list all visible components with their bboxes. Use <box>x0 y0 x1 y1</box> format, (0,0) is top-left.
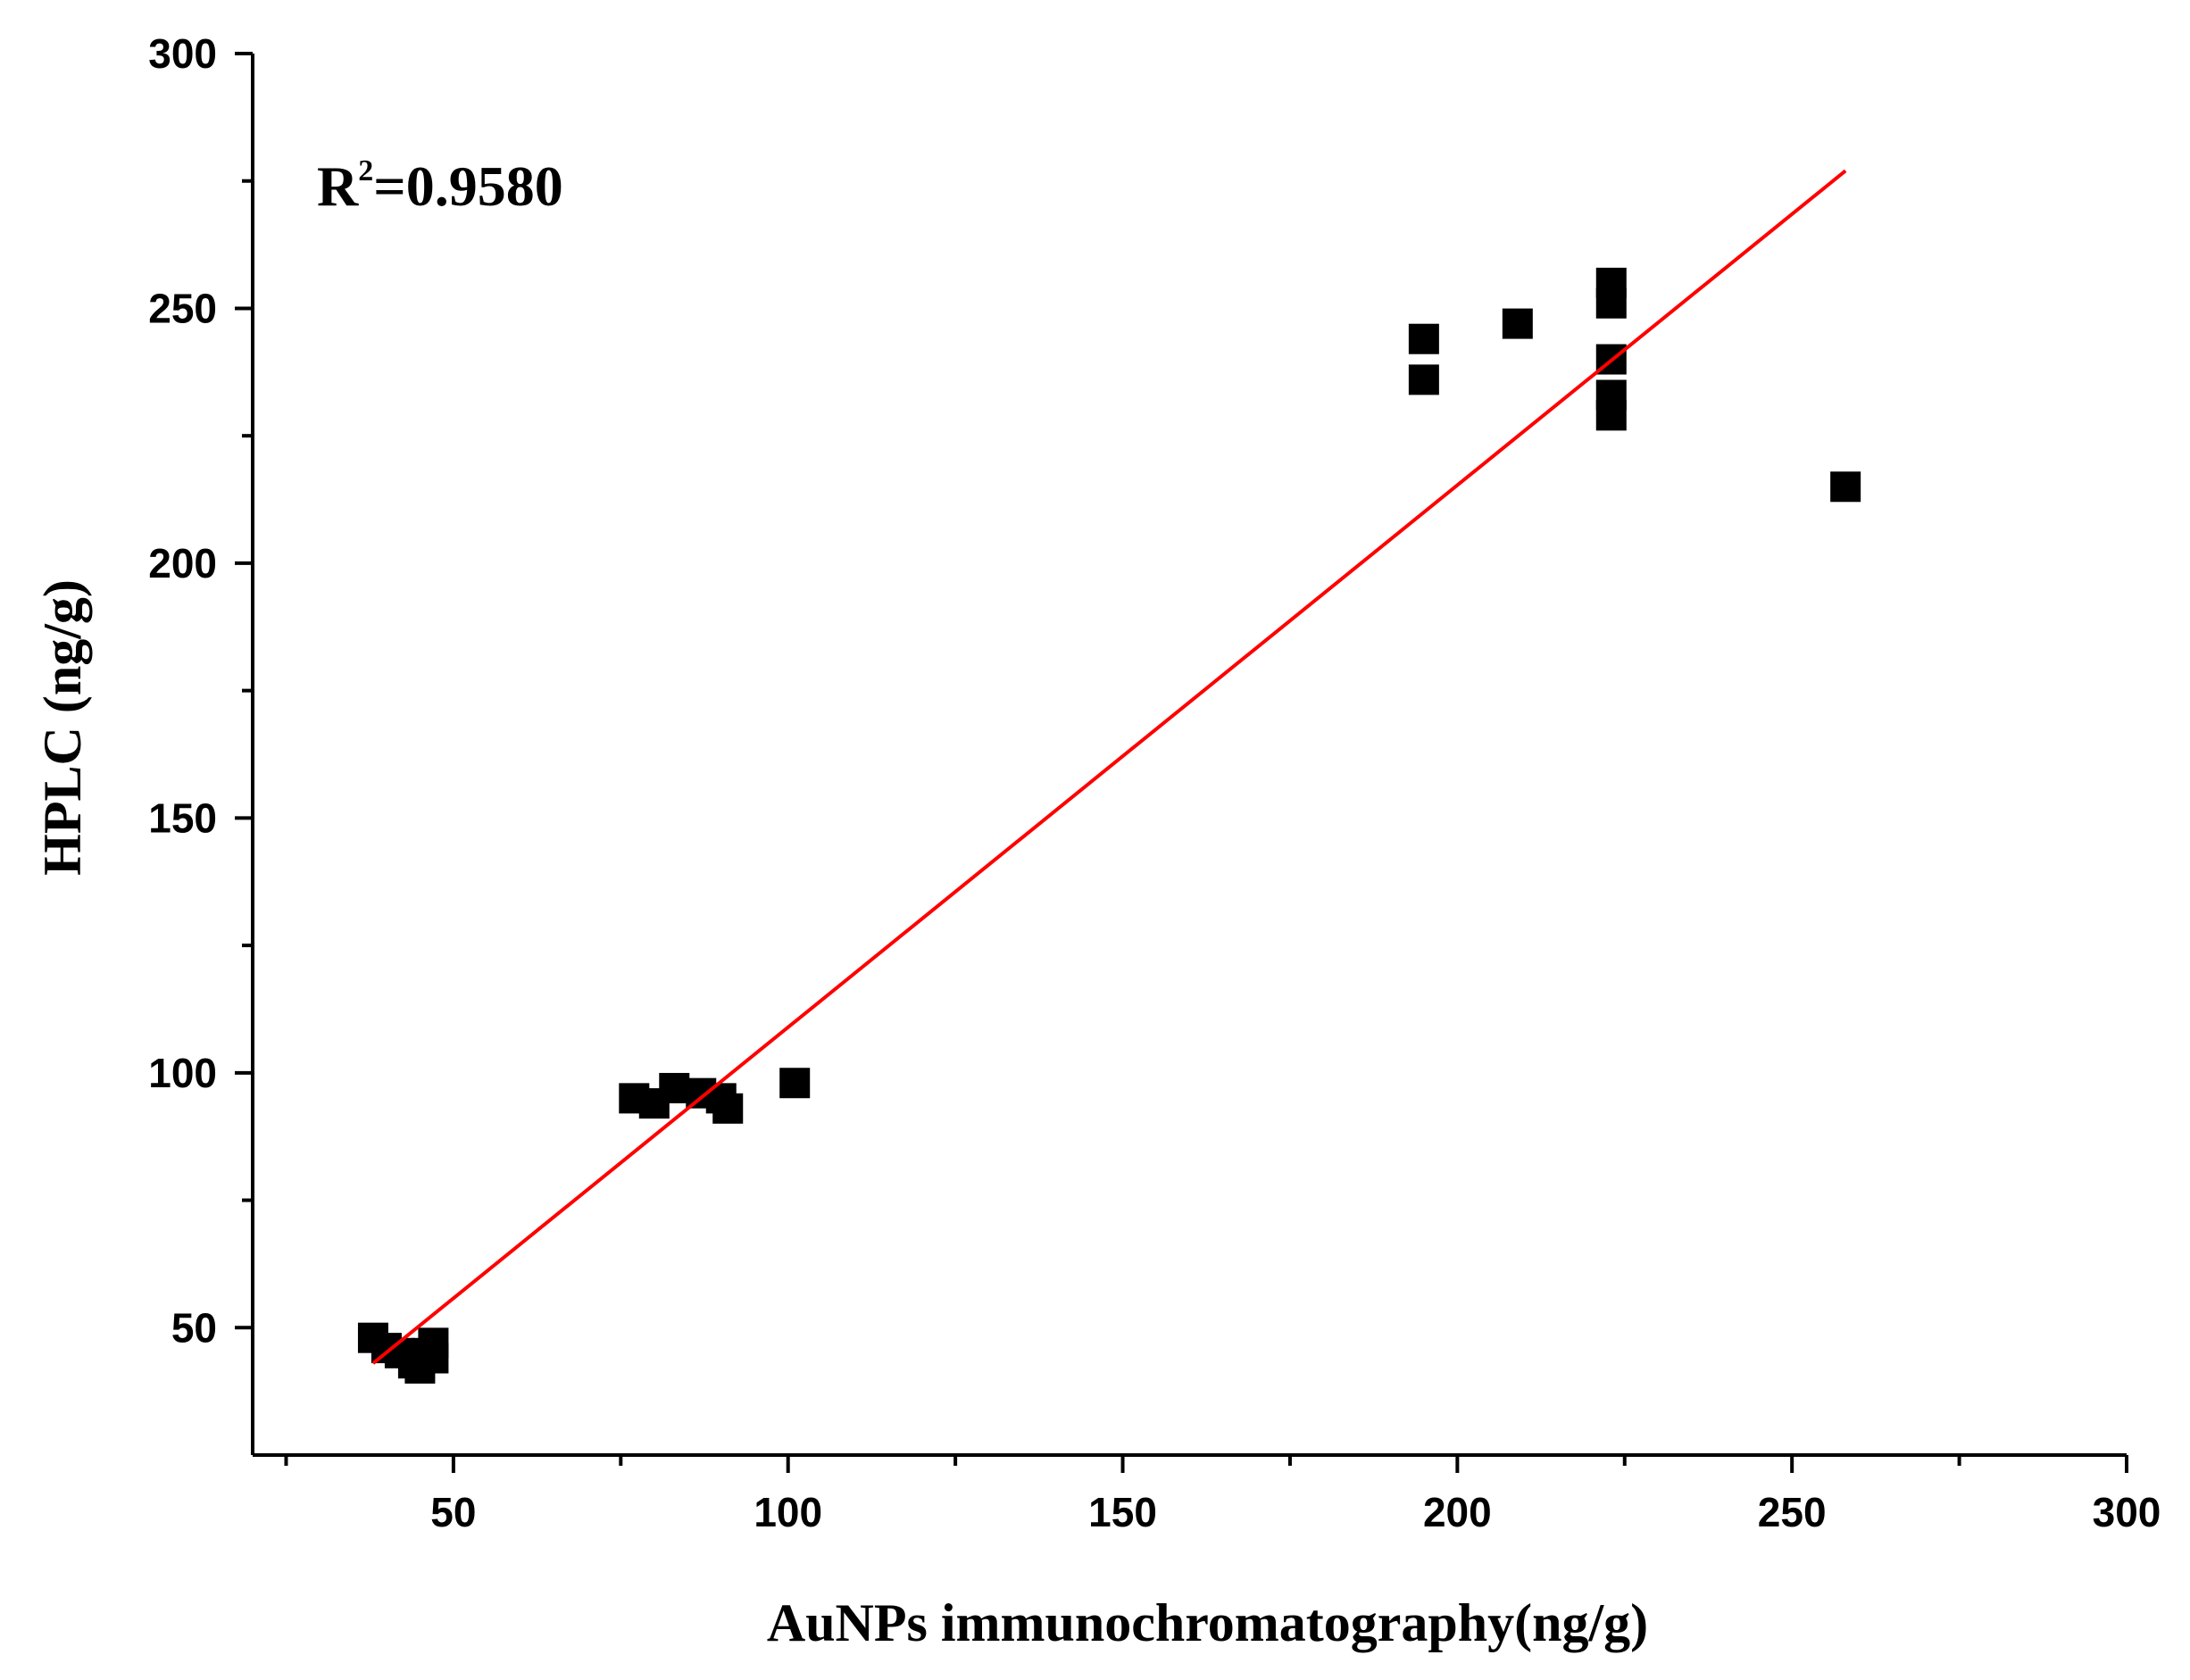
data-point <box>1595 287 1627 319</box>
data-point <box>1830 471 1861 503</box>
x-tick-label: 100 <box>754 1489 822 1535</box>
y-tick-label: 100 <box>148 1050 217 1096</box>
regression-line <box>371 169 1847 1365</box>
data-point <box>779 1068 811 1099</box>
y-tick-label: 50 <box>171 1304 217 1351</box>
r-squared-annotation: R2=0.9580 <box>317 154 563 218</box>
x-tick-label: 150 <box>1088 1489 1157 1535</box>
data-point <box>1408 364 1439 395</box>
y-tick-label: 150 <box>148 794 217 841</box>
data-point <box>418 1327 449 1359</box>
x-tick-label: 300 <box>2093 1489 2161 1535</box>
plot-area: 50 100 150 200 250 300 50 100 150 200 250 300 <box>148 30 2161 1535</box>
y-axis-title: HPLC (ng/g) <box>33 579 92 876</box>
data-point <box>1502 308 1533 339</box>
x-tick-label: 250 <box>1758 1489 1827 1535</box>
data-point <box>659 1072 690 1103</box>
x-axis-title: AuNPs immunochromatography(ng/g) <box>767 1593 1648 1652</box>
y-tick-label: 250 <box>148 285 217 331</box>
data-point <box>712 1093 744 1124</box>
x-tick-label: 50 <box>430 1489 476 1535</box>
y-tick-label: 200 <box>148 540 217 586</box>
data-point <box>1595 400 1627 431</box>
data-point <box>1408 323 1439 354</box>
x-tick-label: 200 <box>1423 1489 1492 1535</box>
y-tick-label: 300 <box>148 30 217 77</box>
